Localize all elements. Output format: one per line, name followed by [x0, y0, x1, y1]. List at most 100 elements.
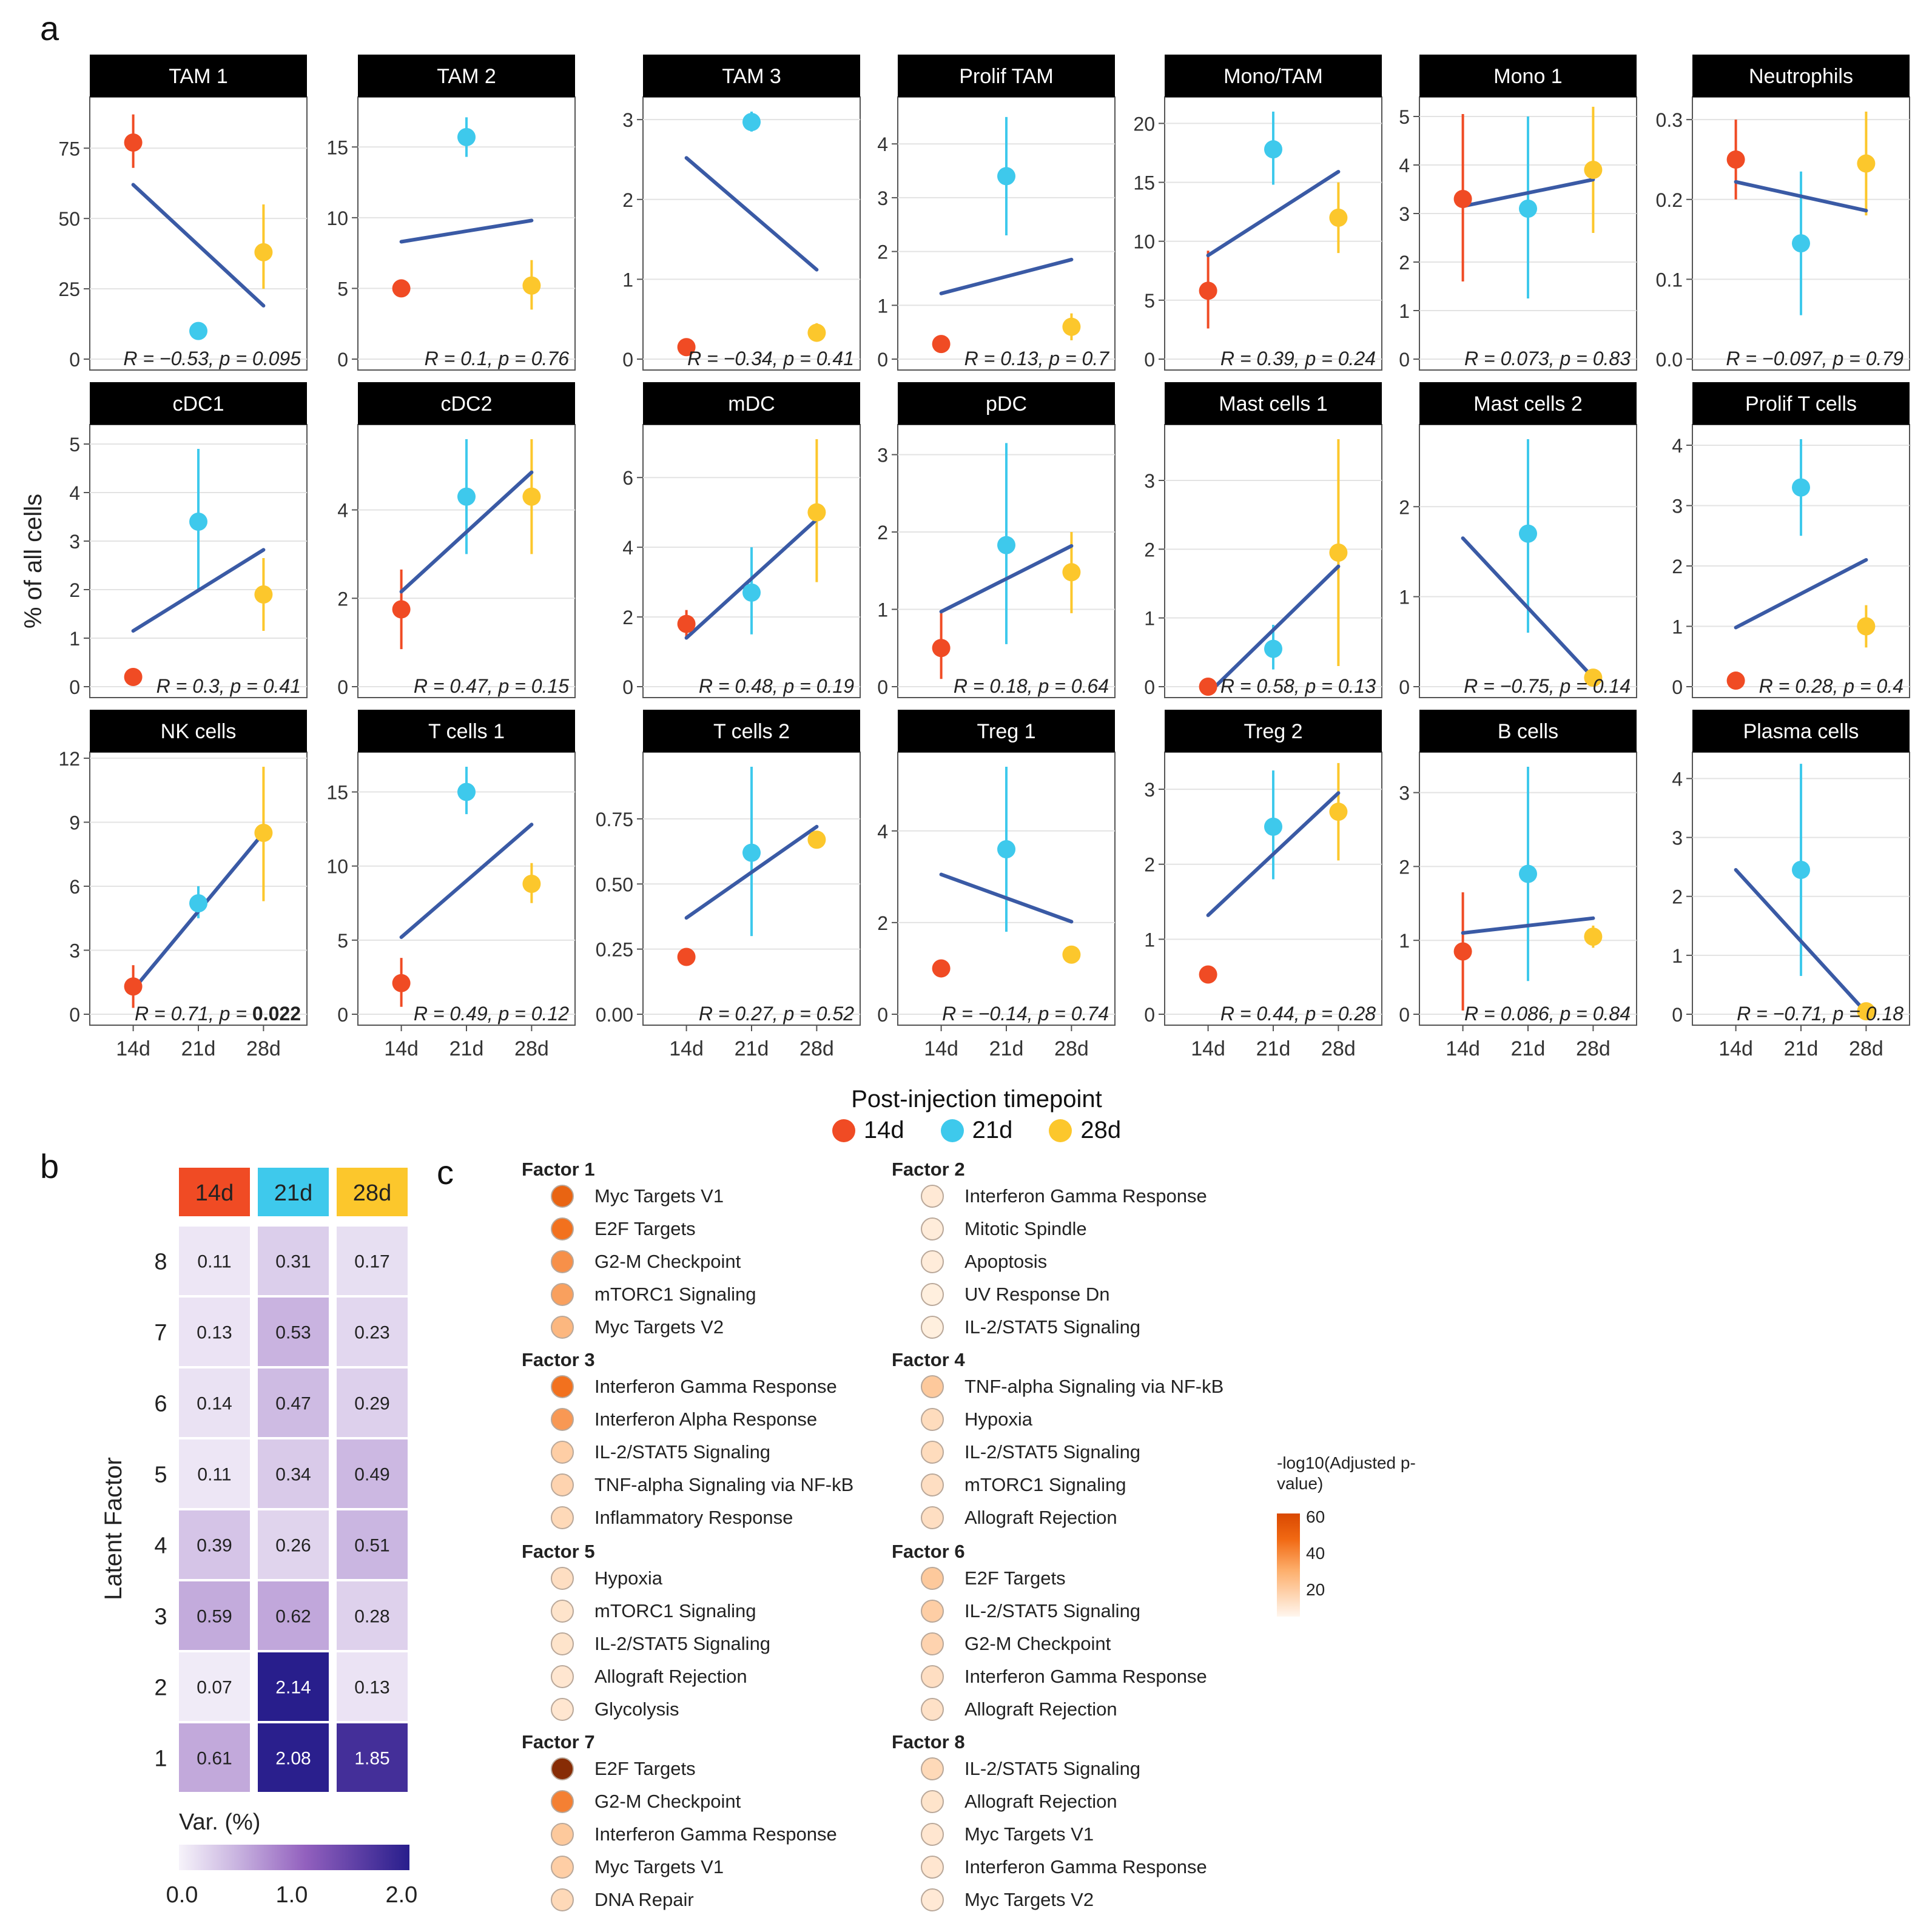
heatmap-cell: [179, 1510, 250, 1579]
heatmap-row-label: 5: [154, 1463, 167, 1488]
facet-mast-cells-1: Mast cells 1 0 1 2 3 R = 0.58, p = 0.13: [1144, 382, 1382, 698]
term-label: mTORC1 Signaling: [594, 1284, 756, 1305]
y-tick-label: 4: [877, 133, 888, 155]
facet-title: Neutrophils: [1749, 65, 1853, 88]
y-tick-label: 0: [337, 1004, 348, 1026]
heatmap-cell-value: 2.08: [275, 1749, 311, 1769]
y-tick-label: 0: [877, 676, 888, 698]
term-label: UV Response Dn: [964, 1284, 1110, 1305]
facet-neutrophils: Neutrophils 0.0 0.1 0.2 0.3 R = −0.097, p = 0…: [1656, 55, 1910, 371]
point-21d: [742, 583, 761, 602]
facet-header: [358, 710, 575, 752]
term-significance-dot: [921, 1665, 944, 1688]
term-label: E2F Targets: [964, 1567, 1066, 1589]
enrichment-panel: Factor 1 Myc Targets V1 E2F Targets G2-M Ch…: [522, 1159, 1223, 1911]
term-significance-dot: [551, 1283, 574, 1306]
facet-header: [898, 55, 1115, 97]
y-tick-label: 4: [1672, 435, 1683, 457]
y-tick-label: 0.3: [1656, 109, 1683, 131]
term-significance-dot: [551, 1632, 574, 1655]
heatmap-cell: [258, 1368, 329, 1437]
y-tick-label: 75: [58, 138, 80, 160]
facet-title: Prolif TAM: [959, 65, 1054, 88]
term-significance-dot: [551, 1408, 574, 1431]
point-21d: [742, 843, 761, 862]
heatmap-legend-tick: 2.0: [385, 1882, 417, 1908]
y-tick-label: 1: [1672, 945, 1683, 967]
pvalue-legend-title: -log10(Adjusted p-value): [1277, 1453, 1416, 1493]
facet-header: [1419, 382, 1637, 425]
facet-t-cells-1: T cells 1 0 5 10 15 14d 21d 28d R = 0.49, p = 0.…: [326, 710, 576, 1060]
term-label: mTORC1 Signaling: [594, 1600, 756, 1621]
y-tick-label: 1: [69, 628, 80, 650]
term-significance-dot: [921, 1217, 944, 1241]
term-significance-dot: [551, 1790, 574, 1813]
y-tick-label: 0: [877, 1004, 888, 1026]
y-tick-label: 15: [326, 782, 348, 804]
y-tick-label: 2: [622, 607, 633, 628]
point-21d: [997, 167, 1015, 186]
facet-tam-2: TAM 2 0 5 10 15 R = 0.1, p = 0.76: [326, 55, 576, 371]
term-label: Apoptosis: [964, 1251, 1047, 1272]
heatmap-cell-value: 0.26: [275, 1536, 311, 1556]
y-tick-label: 3: [877, 187, 888, 209]
regression-line: [131, 548, 266, 633]
point-28d: [1062, 563, 1081, 582]
y-tick-label: 0.1: [1656, 269, 1683, 291]
term-significance-dot: [921, 1473, 944, 1496]
heatmap-row-label: 6: [154, 1392, 167, 1417]
heatmap-cell-value: 1.85: [354, 1749, 389, 1769]
panel-label-c: c: [437, 1153, 454, 1191]
y-tick-label: 2: [69, 579, 80, 601]
facet-header: [898, 382, 1115, 425]
correlation-label: R = −0.14, p = 0.74: [942, 1003, 1109, 1025]
term-label: Interferon Alpha Response: [594, 1409, 817, 1430]
term-label: Allograft Rejection: [594, 1666, 747, 1687]
correlation-label: R = 0.49, p = 0.12: [414, 1003, 569, 1025]
point-14d: [392, 279, 411, 298]
term-significance-dot: [921, 1632, 944, 1655]
factor-title: Factor 1: [522, 1159, 595, 1180]
y-tick-label: 0: [1399, 1004, 1410, 1026]
y-tick-label: 0: [622, 676, 633, 698]
term-label: IL-2/STAT5 Signaling: [594, 1633, 770, 1654]
facet-mono-tam: Mono/TAM 0 5 10 15 20 R = 0.39, p = 0.24: [1133, 55, 1382, 371]
heatmap-cell: [258, 1227, 329, 1295]
point-14d: [932, 959, 951, 978]
correlation-label: R = 0.48, p = 0.19: [699, 675, 854, 697]
facet-title: B cells: [1498, 720, 1558, 743]
heatmap-cell-value: 0.11: [197, 1252, 231, 1272]
facet-tam-3: TAM 3 0 1 2 3 R = −0.34, p = 0.41: [622, 55, 861, 371]
correlation-label: R = 0.13, p = 0.7: [964, 348, 1110, 369]
y-tick-label: 2: [877, 241, 888, 263]
y-tick-label: 25: [58, 278, 80, 300]
x-tick-label: 21d: [735, 1037, 769, 1060]
pvalue-tick-40: 40: [1306, 1544, 1325, 1563]
heatmap-y-label: Latent Factor: [100, 1457, 127, 1600]
facet-title: pDC: [986, 392, 1027, 416]
facet-mast-cells-2: Mast cells 2 0 1 2 R = −0.75, p = 0.14: [1399, 382, 1637, 698]
term-label: Myc Targets V2: [594, 1316, 724, 1338]
y-tick-label: 1: [1144, 929, 1155, 951]
facet-plot-area: [642, 96, 861, 371]
facet-header: [1692, 382, 1910, 425]
factor-title: Factor 3: [522, 1349, 595, 1370]
term-significance-dot: [551, 1473, 574, 1496]
correlation-label: R = 0.18, p = 0.64: [954, 675, 1109, 697]
term-significance-dot: [921, 1888, 944, 1911]
facet-title: Plasma cells: [1743, 720, 1859, 743]
y-tick-label: 2: [1144, 854, 1155, 876]
heatmap-cell-value: 0.34: [275, 1465, 311, 1485]
correlation-label: R = 0.44, p = 0.28: [1220, 1003, 1376, 1025]
heatmap-column-header: [179, 1168, 250, 1216]
heatmap-row-label: 1: [154, 1746, 167, 1772]
regression-line: [684, 156, 819, 272]
point-21d: [1519, 200, 1537, 218]
correlation-label: R = 0.3, p = 0.41: [157, 675, 301, 697]
term-significance-dot: [921, 1250, 944, 1273]
legend-label-21d: 21d: [972, 1117, 1013, 1143]
y-tick-label: 9: [69, 812, 80, 833]
y-tick-label: 0: [337, 676, 348, 698]
point-21d: [742, 113, 761, 132]
facet-header: [898, 710, 1115, 752]
